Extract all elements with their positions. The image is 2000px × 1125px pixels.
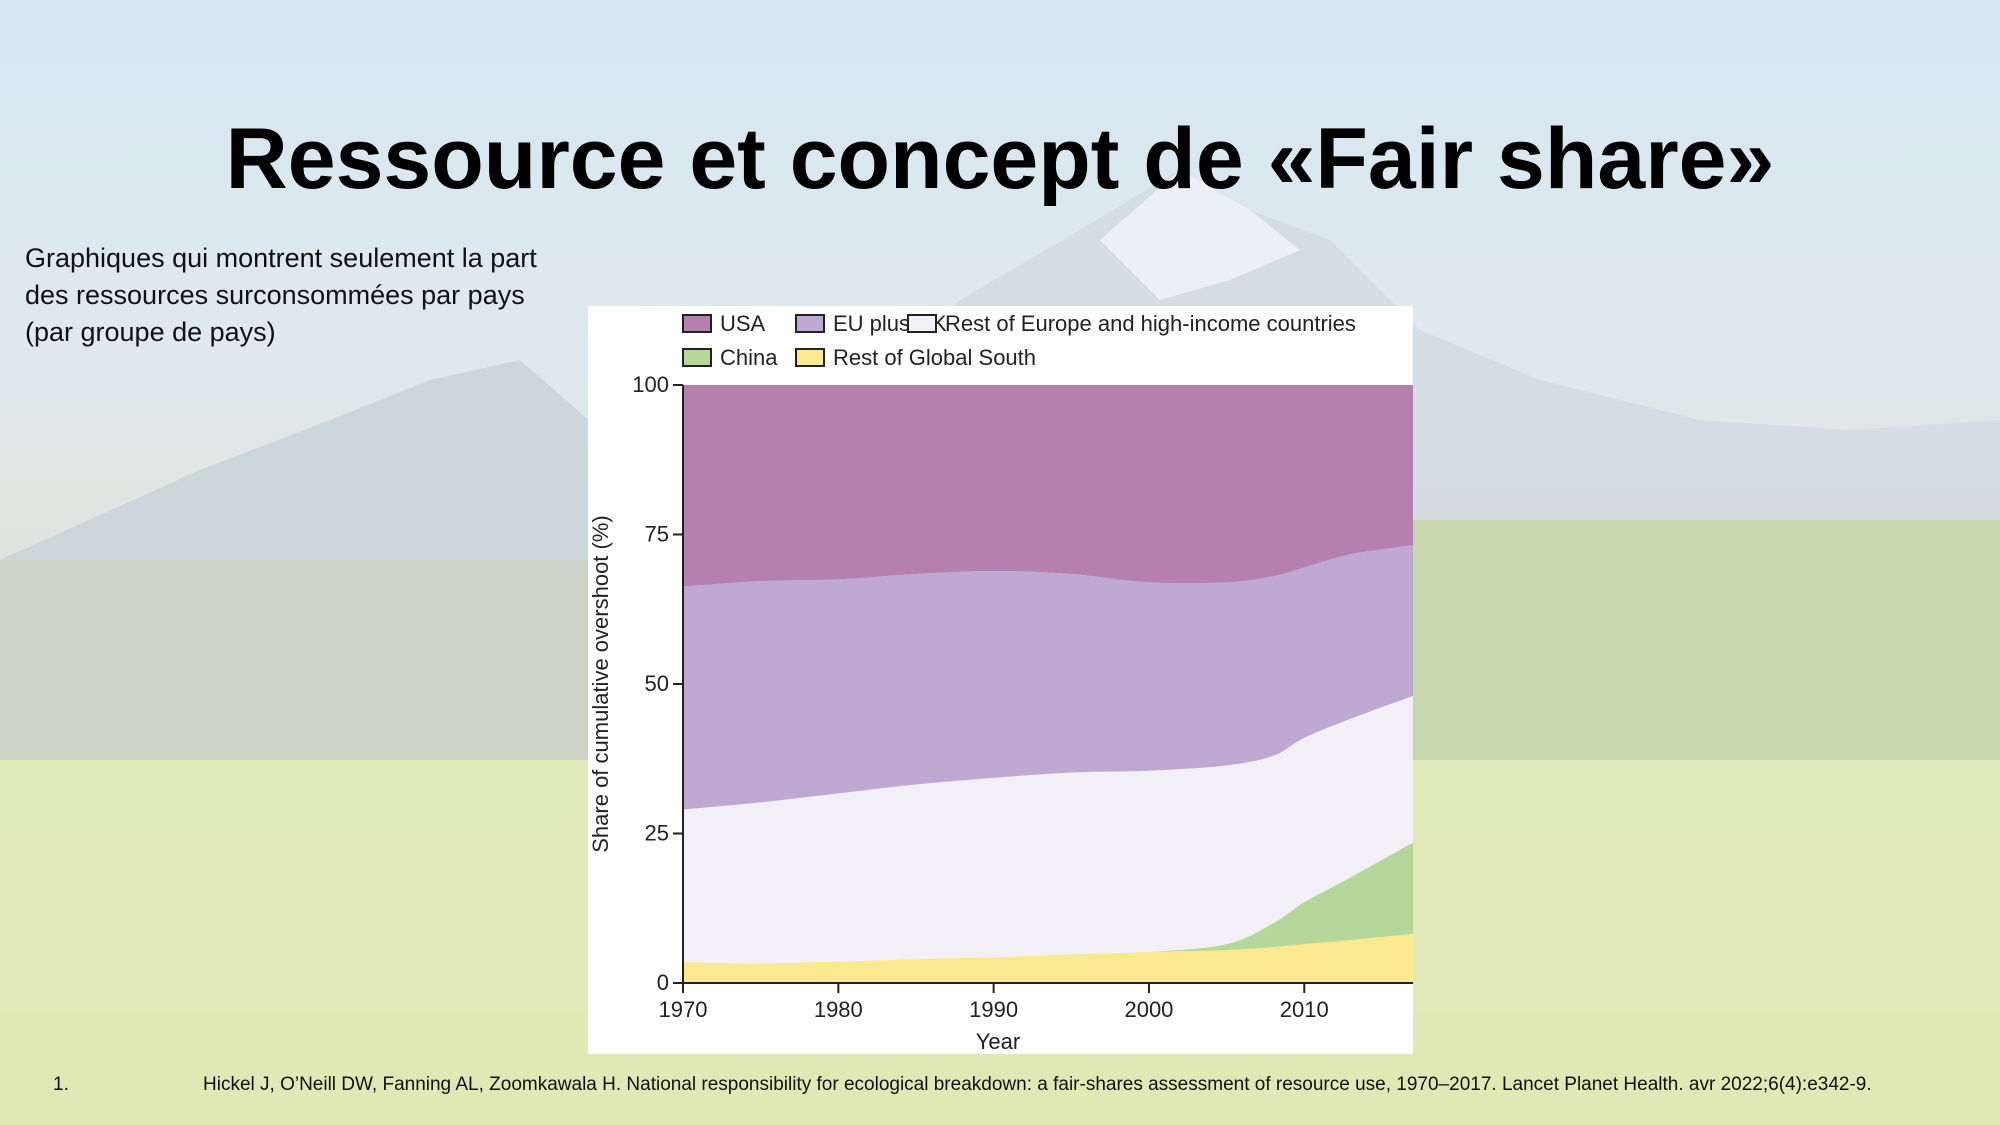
tree-line-left xyxy=(0,560,620,760)
x-axis-label: Year xyxy=(976,1029,1020,1054)
x-tick-label-2010: 2010 xyxy=(1280,997,1329,1022)
footnote-number: 1. xyxy=(53,1074,69,1095)
y-tick-label-75: 75 xyxy=(645,522,669,547)
x-tick-label-1990: 1990 xyxy=(969,997,1018,1022)
legend-swatch-eu-plus-uk xyxy=(795,314,825,333)
x-tick-label-1980: 1980 xyxy=(814,997,863,1022)
area-eu-plus-uk xyxy=(683,545,1413,810)
slide-subtitle: Graphiques qui montrent seulement la par… xyxy=(25,243,537,347)
stacked-area-chart: 0 25 50 75 100 1970 1980 1990 2000 2010 Year Share … xyxy=(588,311,1413,1054)
x-tick-label-1970: 1970 xyxy=(659,997,708,1022)
legend-label-china: China xyxy=(720,345,778,370)
legend-swatch-usa xyxy=(682,314,712,333)
legend-label-usa: USA xyxy=(720,311,766,336)
y-tick-label-0: 0 xyxy=(657,970,669,995)
chart-panel: 0 25 50 75 100 1970 1980 1990 2000 2010 Year Share … xyxy=(588,306,1413,1054)
snow-caps xyxy=(1100,170,1300,300)
legend-swatch-rest-of-global-south xyxy=(795,348,825,367)
area-rest-of-europe-and-high-income-countries xyxy=(683,695,1413,964)
legend-label-rest-of-europe-and-high-income-countries: Rest of Europe and high-income countries xyxy=(945,311,1356,336)
legend-label-rest-of-global-south: Rest of Global South xyxy=(833,345,1036,370)
x-tick-label-2000: 2000 xyxy=(1124,997,1173,1022)
area-usa xyxy=(683,385,1413,587)
tree-line xyxy=(1380,520,2000,760)
slide-title: Ressource et concept de «Fair share» xyxy=(225,111,1775,207)
legend-swatch-china xyxy=(682,348,712,367)
y-tick-label-25: 25 xyxy=(645,821,669,846)
footnote-citation: Hickel J, O’Neill DW, Fanning AL, Zoomka… xyxy=(203,1074,1872,1095)
legend-swatch-rest-of-europe-and-high-income-countries xyxy=(907,314,937,333)
y-tick-label-100: 100 xyxy=(632,372,669,397)
y-axis-label: Share of cumulative overshoot (%) xyxy=(588,515,613,853)
y-tick-label-50: 50 xyxy=(645,671,669,696)
area-rest-of-global-south xyxy=(683,933,1413,983)
